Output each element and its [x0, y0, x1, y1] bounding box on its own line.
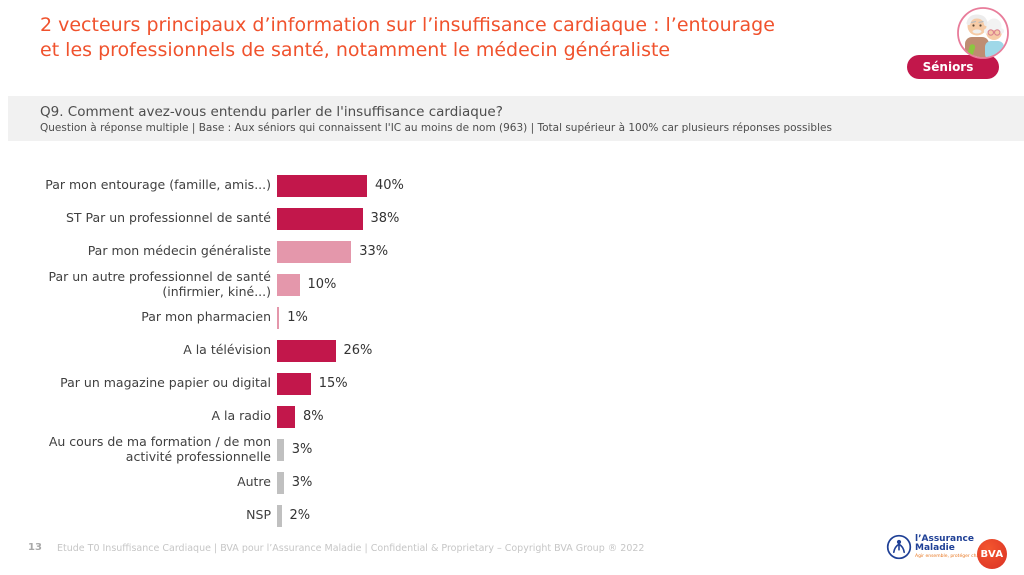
value-label: 38%	[370, 211, 400, 226]
question-base-note: Question à réponse multiple | Base : Aux…	[40, 121, 832, 134]
chart-row: NSP 2%	[31, 499, 404, 532]
assurance-maladie-tagline: Agir ensemble, protéger chacun	[915, 554, 988, 560]
chart-row: ST Par un professionnel de santé 38%	[31, 202, 404, 235]
bar-chart: Par mon entourage (famille, amis...) 40% S…	[31, 169, 404, 532]
category-label: Par un autre professionnel de santé (inf…	[48, 268, 271, 299]
value-label: 1%	[287, 310, 308, 325]
chart-row: Autre 3%	[31, 466, 404, 499]
page-title: 2 vecteurs principaux d’information sur …	[40, 13, 775, 63]
chart-row: Au cours de ma formation / de mon activi…	[31, 433, 404, 466]
value-label: 40%	[375, 178, 404, 193]
bar	[277, 306, 280, 329]
seniors-badge: Séniors	[907, 55, 999, 79]
page-title-line2: et les professionnels de santé, notammen…	[40, 39, 671, 61]
chart-row: Par un magazine papier ou digital 15%	[31, 367, 404, 400]
question-heading: Q9. Comment avez-vous entendu parler de …	[40, 103, 503, 120]
chart-row: A la télévision 26%	[31, 334, 404, 367]
bar	[277, 240, 352, 263]
value-label: 33%	[359, 244, 389, 259]
assurance-maladie-name-line1: l’Assurance	[915, 533, 974, 544]
chart-row: Par mon entourage (famille, amis...) 40%	[31, 169, 404, 202]
category-label: NSP	[246, 507, 271, 523]
value-label: 15%	[318, 376, 348, 391]
category-label: Autre	[237, 474, 271, 490]
value-label: 26%	[343, 343, 373, 358]
assurance-maladie-logo: l’Assurance Maladie Agir ensemble, proté…	[886, 534, 987, 560]
category-label: Par mon pharmacien	[141, 309, 271, 325]
value-label: 10%	[307, 277, 337, 292]
assurance-maladie-name-line2: Maladie	[915, 543, 955, 553]
bva-logo: BVA	[977, 539, 1007, 569]
category-label: A la télévision	[183, 342, 271, 358]
bar	[277, 372, 311, 395]
assurance-maladie-emblem-icon	[886, 534, 912, 560]
value-label: 3%	[291, 442, 313, 457]
category-label: Au cours de ma formation / de mon activi…	[48, 433, 271, 464]
chart-row: Par mon médecin généraliste 33%	[31, 235, 404, 268]
category-label: Par un magazine papier ou digital	[60, 375, 271, 391]
bar	[277, 207, 363, 230]
bar	[277, 471, 284, 494]
category-label: ST Par un professionnel de santé	[65, 210, 271, 226]
category-label: A la radio	[211, 408, 272, 424]
question-bar: Q9. Comment avez-vous entendu parler de …	[8, 96, 1024, 141]
page-title-line1: 2 vecteurs principaux d’information sur …	[40, 14, 775, 36]
seniors-couple-icon	[957, 7, 1009, 59]
footer-text: Etude T0 Insuffisance Cardiaque | BVA po…	[57, 543, 645, 554]
chart-row: Par un autre professionnel de santé (inf…	[31, 268, 404, 301]
bar	[277, 438, 284, 461]
value-label: 3%	[291, 475, 313, 490]
bar	[277, 174, 367, 197]
bar	[277, 405, 295, 428]
value-label: 2%	[289, 508, 311, 523]
bar	[277, 273, 300, 296]
bar	[277, 339, 336, 362]
chart-row: A la radio 8%	[31, 400, 404, 433]
chart-row: Par mon pharmacien 1%	[31, 301, 404, 334]
bar	[277, 504, 282, 527]
category-label: Par mon entourage (famille, amis...)	[45, 177, 271, 193]
value-label: 8%	[303, 409, 324, 424]
category-label: Par mon médecin généraliste	[87, 243, 271, 259]
page-number: 13	[28, 542, 42, 553]
